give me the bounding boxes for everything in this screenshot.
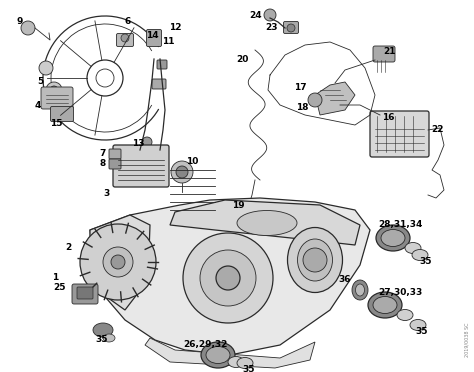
Polygon shape [315,82,355,115]
Text: 3: 3 [104,189,110,198]
Circle shape [46,82,62,98]
FancyBboxPatch shape [109,149,121,159]
Circle shape [287,24,295,32]
Text: 5: 5 [37,77,43,87]
Text: 20: 20 [236,55,248,64]
Text: 10: 10 [186,157,198,167]
Text: 27,30,33: 27,30,33 [378,288,422,296]
Text: 11: 11 [162,38,174,46]
Text: 9: 9 [17,17,23,26]
Text: 7: 7 [100,148,106,157]
Circle shape [121,34,129,42]
FancyBboxPatch shape [109,159,121,169]
FancyBboxPatch shape [146,29,162,46]
FancyBboxPatch shape [117,33,134,46]
Text: 6: 6 [125,17,131,26]
Ellipse shape [373,296,397,314]
Text: 35: 35 [243,366,255,372]
FancyBboxPatch shape [77,287,93,299]
Polygon shape [170,200,360,245]
Polygon shape [90,198,370,355]
Circle shape [216,266,240,290]
Text: 24: 24 [250,10,262,19]
Ellipse shape [368,292,402,318]
Polygon shape [90,215,150,310]
Text: 1: 1 [52,273,58,282]
FancyBboxPatch shape [72,284,98,304]
Ellipse shape [298,239,332,281]
Text: 17: 17 [294,83,306,93]
Ellipse shape [352,280,368,300]
Circle shape [111,255,125,269]
Text: 13: 13 [132,138,144,148]
Text: 28,31,34: 28,31,34 [378,221,422,230]
FancyBboxPatch shape [370,111,429,157]
Ellipse shape [410,320,426,330]
Circle shape [176,166,188,178]
FancyBboxPatch shape [113,145,169,187]
Ellipse shape [206,346,230,363]
Circle shape [308,93,322,107]
Ellipse shape [201,342,235,368]
Polygon shape [145,338,315,368]
Text: 22: 22 [432,125,444,135]
Ellipse shape [237,357,253,369]
Text: 2: 2 [65,244,71,253]
Circle shape [303,248,327,272]
Text: 18: 18 [296,103,308,112]
Circle shape [142,137,152,147]
Text: 15: 15 [50,119,62,128]
Circle shape [200,250,256,306]
Ellipse shape [103,334,115,342]
Text: 35: 35 [416,327,428,337]
Ellipse shape [356,284,365,296]
Circle shape [103,247,133,277]
Circle shape [50,86,58,94]
Text: 12: 12 [169,23,181,32]
Ellipse shape [376,225,410,251]
Circle shape [39,61,53,75]
Ellipse shape [93,323,113,337]
Text: 2019/0038 SC: 2019/0038 SC [465,323,470,357]
Text: 35: 35 [420,257,432,266]
Text: 23: 23 [266,23,278,32]
Ellipse shape [237,211,297,235]
FancyBboxPatch shape [157,60,167,69]
Text: 21: 21 [384,48,396,57]
Text: 25: 25 [54,283,66,292]
Text: 36: 36 [339,276,351,285]
Text: 19: 19 [232,201,244,209]
Ellipse shape [381,230,405,247]
Text: 16: 16 [382,113,394,122]
Circle shape [80,224,156,300]
Ellipse shape [412,250,428,260]
Ellipse shape [405,243,421,253]
Text: 8: 8 [100,158,106,167]
FancyBboxPatch shape [373,46,395,62]
Ellipse shape [397,310,413,321]
Text: 14: 14 [146,32,158,41]
Ellipse shape [288,228,343,292]
Text: 4: 4 [35,100,41,109]
Text: 26,29,32: 26,29,32 [183,340,227,350]
Text: 35: 35 [96,336,108,344]
Circle shape [21,21,35,35]
FancyBboxPatch shape [283,22,299,33]
FancyBboxPatch shape [152,79,166,89]
Circle shape [171,161,193,183]
Circle shape [264,9,276,21]
Ellipse shape [228,356,244,368]
Circle shape [183,233,273,323]
FancyBboxPatch shape [51,106,73,122]
FancyBboxPatch shape [41,87,73,109]
